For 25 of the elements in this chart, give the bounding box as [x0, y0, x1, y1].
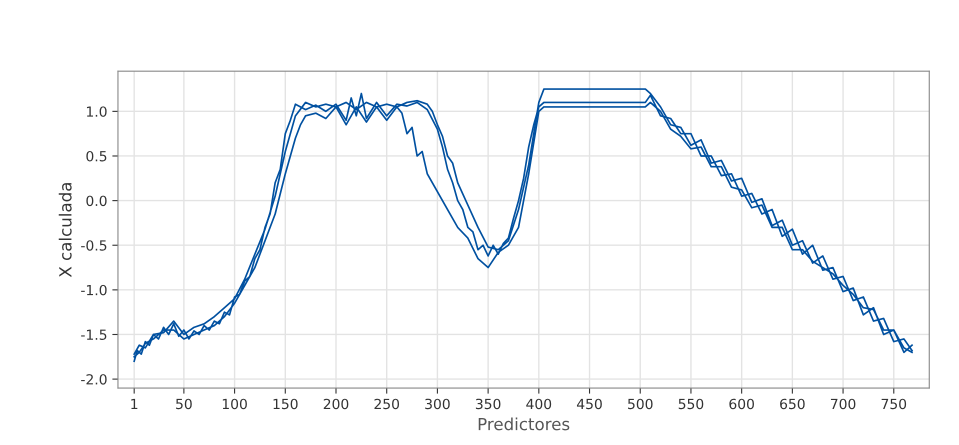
x-tick-label: 400: [526, 398, 552, 410]
y-tick-label: -2.0: [81, 374, 107, 385]
x-tick-label: 200: [324, 398, 348, 410]
x-tick-label: 500: [628, 398, 653, 410]
x-tick-label: 1: [131, 398, 138, 410]
x-tick-label: 250: [374, 398, 400, 410]
x-tick-label: 650: [780, 398, 805, 410]
x-tick-label: 50: [176, 398, 192, 410]
y-tick-label: -1.0: [81, 284, 107, 296]
x-tick-label: 300: [425, 398, 450, 410]
y-tick-label: 0.0: [86, 196, 107, 206]
y-tick-label: 1.0: [86, 106, 107, 117]
x-tick-label: 350: [476, 398, 500, 410]
x-tick-label: 450: [576, 398, 602, 410]
y-axis-title: X calculada: [58, 183, 72, 278]
x-tick-label: 150: [274, 398, 298, 410]
y-tick-label: -1.5: [81, 330, 106, 340]
y-tick-label: 0.5: [86, 150, 106, 162]
x-tick-label: 100: [222, 398, 247, 410]
x-tick-label: 550: [678, 398, 704, 410]
x-tick-label: 750: [882, 398, 906, 410]
x-tick-label: 700: [830, 398, 856, 410]
x-axis-title: Predictores: [478, 417, 570, 430]
y-tick-label: -0.5: [81, 240, 106, 251]
x-tick-label: 600: [729, 398, 754, 410]
